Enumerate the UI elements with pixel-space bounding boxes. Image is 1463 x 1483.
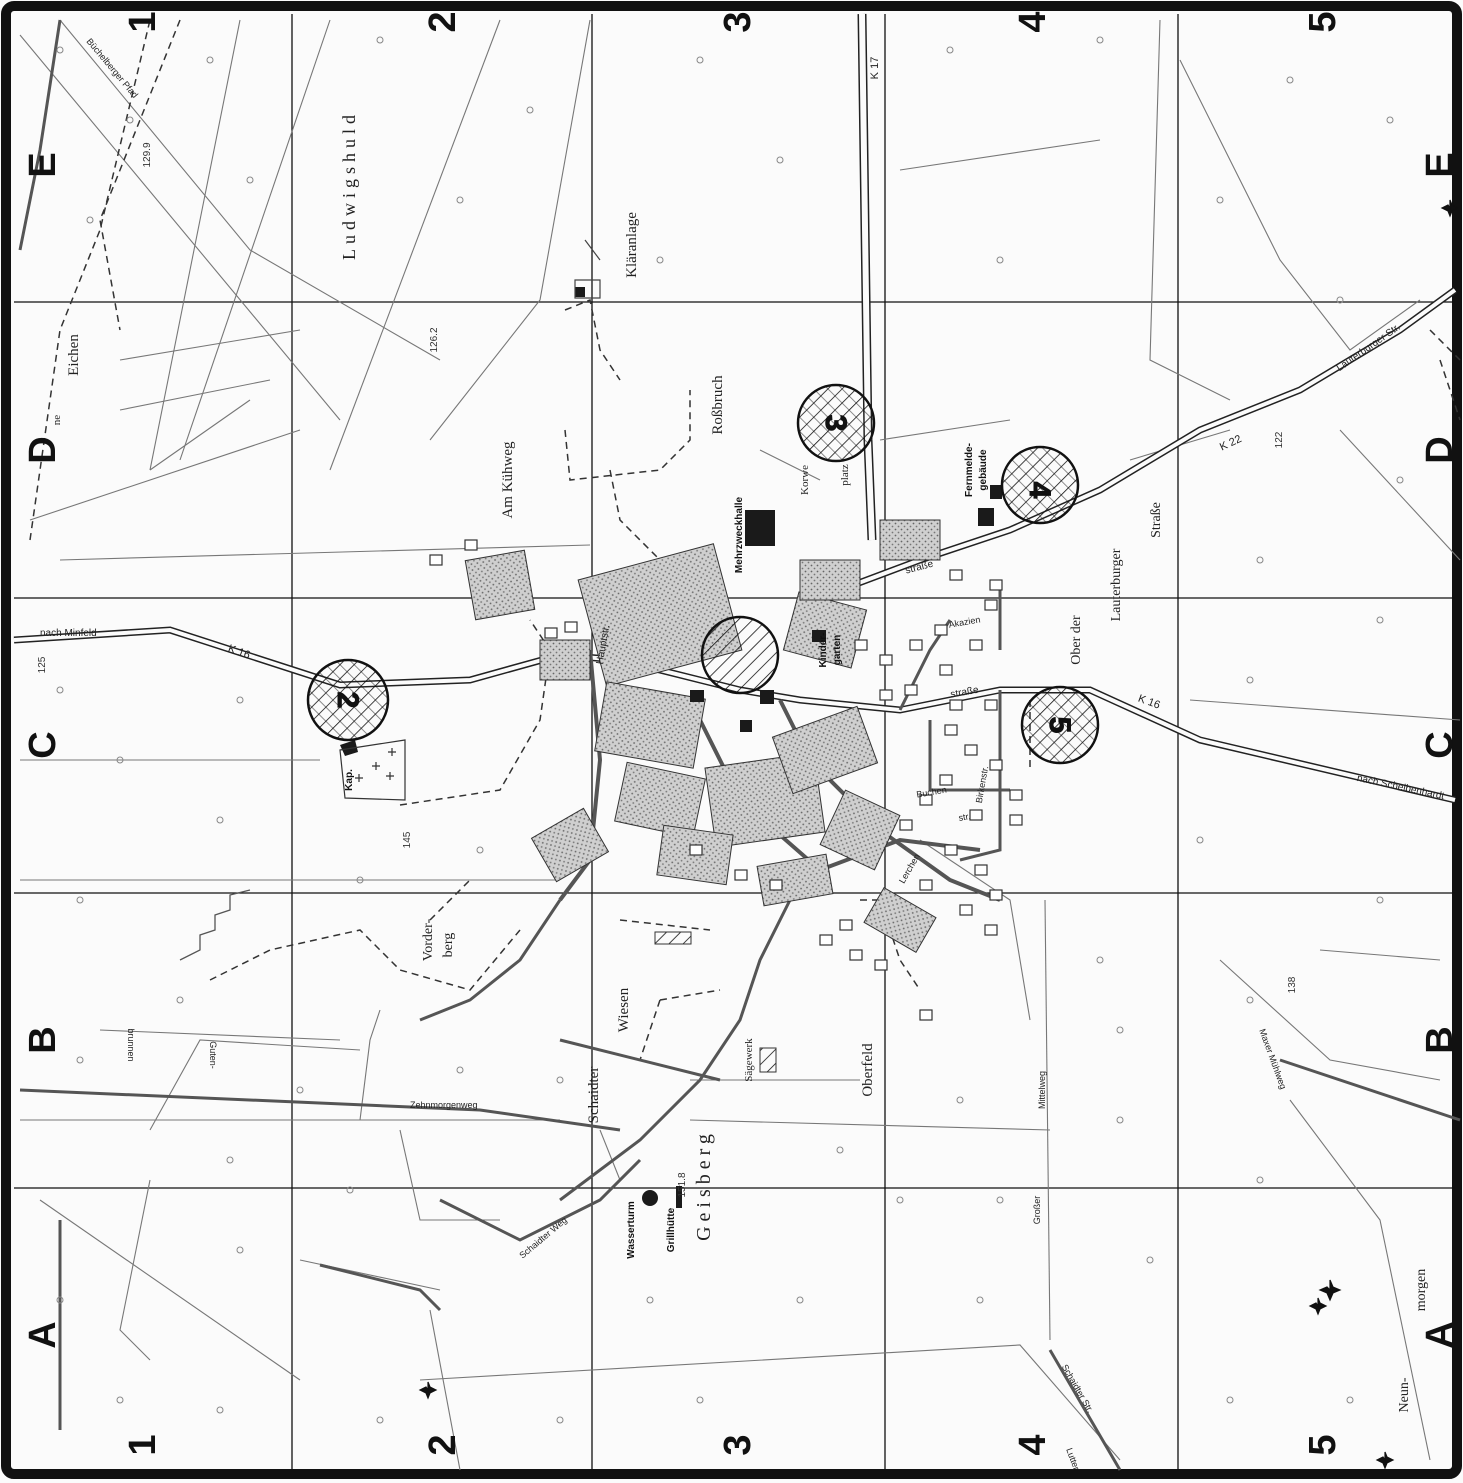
label-vorderberg-2: berg <box>441 933 456 958</box>
cemetery <box>339 739 406 801</box>
grid-number-2-bottom: 2 <box>422 1434 464 1455</box>
label-vorderberg-1: Vorder- <box>421 919 436 962</box>
grid-numbers-bottom: 1 2 3 4 5 <box>122 1434 1344 1455</box>
label-lauterburger: Lauterburger <box>1109 548 1124 621</box>
label-strasse: Straße <box>1149 502 1164 538</box>
marker-4-circle[interactable] <box>1000 445 1080 525</box>
small-houses <box>429 539 1023 1021</box>
grid-letters-right: E D C B A <box>1419 152 1461 1348</box>
label-grillhuette: Grillhütte <box>666 1207 677 1252</box>
elevation-129-9: 129.9 <box>142 142 153 167</box>
grid-letters-left: E D C B A <box>22 152 64 1348</box>
marker-5-circle[interactable] <box>1020 685 1100 765</box>
elevation-125: 125 <box>37 656 48 673</box>
label-rossbruch: Roßbruch <box>710 375 726 435</box>
label-am-kuhweg: Am Kühweg <box>500 441 516 519</box>
grid-letter-d-left: D <box>22 436 64 463</box>
fernmeldegebaeude-building <box>978 508 994 526</box>
label-garten: garten <box>832 635 843 666</box>
label-kap: Kap. <box>344 769 355 791</box>
label-eichen: Eichen <box>66 334 82 376</box>
marker-4-label: 4 <box>1023 482 1056 499</box>
elevation-138: 138 <box>1287 976 1298 993</box>
label-wiesen: Wiesen <box>616 987 632 1032</box>
grid-letter-b-right: B <box>1419 1026 1461 1053</box>
label-strasse-south: straße <box>950 685 980 701</box>
public-buildings <box>340 287 1002 1208</box>
grid-number-5-bottom: 5 <box>1302 1434 1344 1455</box>
label-guten: Guten- <box>208 1041 218 1069</box>
grid-letter-d-right: D <box>1419 436 1461 463</box>
label-korwe: Korwe <box>799 465 811 495</box>
grid-number-4-top: 4 <box>1012 11 1054 32</box>
label-zehnmorgenweg: Zehnmorgenweg <box>410 1100 478 1110</box>
wasserturm-symbol <box>642 1190 658 1206</box>
marker-1-circle[interactable] <box>700 615 780 695</box>
label-wasserturm: Wasserturm <box>626 1201 637 1259</box>
label-eichen-prefix: ne <box>51 415 63 426</box>
grid-numbers-top: 1 2 3 4 5 <box>122 11 1344 32</box>
grid-number-1-bottom: 1 <box>122 1434 164 1455</box>
label-morgen: morgen <box>1414 1269 1429 1312</box>
label-mehrzweckhalle: Mehrzweckhalle <box>734 496 745 573</box>
grid-letter-e-left: E <box>22 152 64 177</box>
grid-letter-c-right: C <box>1419 731 1461 758</box>
grid-letter-b-left: B <box>22 1026 64 1053</box>
label-kinder: Kinder- <box>818 633 829 668</box>
label-klaeranlage: Kläranlage <box>624 212 640 278</box>
grid-number-4-bottom: 4 <box>1012 1434 1054 1455</box>
label-geisberg: Geisberg <box>693 1129 715 1241</box>
label-nach-minfeld: nach Minfeld <box>40 628 97 639</box>
label-oberfeld: Oberfeld <box>860 1043 876 1097</box>
stepped-boundary <box>179 889 251 961</box>
marker-3-circle[interactable] <box>796 383 876 463</box>
label-k17: K 17 <box>869 57 881 80</box>
label-mittelweg: Mittelweg <box>1037 1071 1047 1109</box>
label-fernmelde: Fernmelde- <box>964 443 975 497</box>
grid-number-5-top: 5 <box>1302 11 1344 32</box>
grid-letter-a-right: A <box>1419 1321 1461 1348</box>
place-names: Ludwigshuld Am Kühweg Roßbruch Kläranlag… <box>51 110 1429 1413</box>
grid-number-3-top: 3 <box>717 11 759 32</box>
marker-2-circle[interactable] <box>306 658 390 742</box>
elevation-145: 145 <box>402 831 413 848</box>
grid-number-1-top: 1 <box>122 11 164 32</box>
grid-lines <box>14 14 1455 1470</box>
marker-2-label: 2 <box>331 692 364 709</box>
saegewerk-site <box>759 1047 777 1073</box>
elevation-122: 122 <box>1274 431 1285 448</box>
grid-letter-a-left: A <box>22 1321 64 1348</box>
label-schaidter: Schaidter <box>586 1067 602 1124</box>
grid-number-3-bottom: 3 <box>717 1434 759 1455</box>
elevation-151-8: 151.8 <box>677 1172 688 1197</box>
trig-points <box>418 199 1460 1470</box>
elevation-126-2: 126.2 <box>429 327 440 352</box>
klaeranlage-outline <box>574 239 601 299</box>
label-gebaeude: gebäude <box>978 449 989 491</box>
village-buildings <box>464 519 941 954</box>
building-labels: Mehrzweckhalle Fernmelde- gebäude Wasser… <box>344 443 989 1259</box>
meadow-symbols <box>56 36 1404 1424</box>
grid-letter-c-left: C <box>22 731 64 758</box>
marker-5-label: 5 <box>1043 717 1076 734</box>
field-boundaries <box>19 19 1461 1471</box>
marker-3-label: 3 <box>819 415 852 432</box>
label-ludwigshuld: Ludwigshuld <box>339 110 359 260</box>
label-saegewerk: Sägewerk <box>743 1038 755 1082</box>
label-neun: Neun- <box>1397 1377 1412 1412</box>
mehrzweckhalle-building <box>745 510 775 546</box>
label-grosser: Großer <box>1032 1196 1042 1225</box>
label-platz: platz <box>839 464 851 485</box>
grid-letter-e-right: E <box>1419 152 1461 177</box>
elevation-labels: 129.9 126.2 125 145 151.8 138 122 <box>37 142 1298 1197</box>
label-brunnen: brunnen <box>126 1028 136 1061</box>
label-ober-der: Ober der <box>1069 615 1084 665</box>
grid-number-2-top: 2 <box>422 11 464 32</box>
label-str: str. <box>958 811 972 823</box>
